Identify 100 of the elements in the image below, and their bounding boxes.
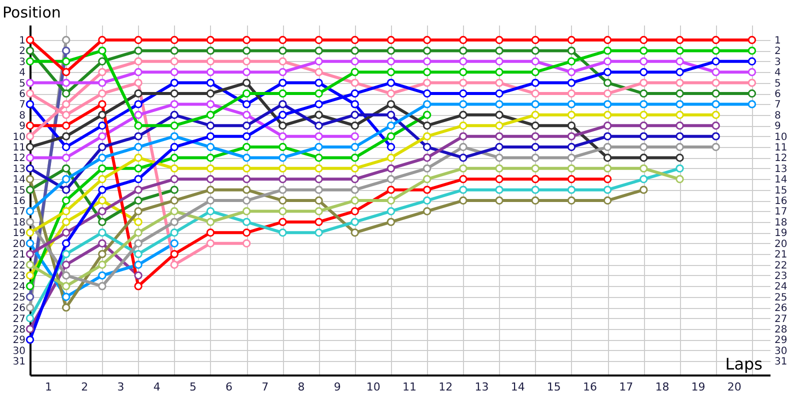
point xyxy=(242,164,251,173)
point xyxy=(640,46,648,55)
point xyxy=(495,175,504,184)
point xyxy=(350,164,359,173)
point xyxy=(278,164,287,173)
point xyxy=(314,186,323,194)
point xyxy=(98,46,106,55)
y2-tick-label: 29 xyxy=(774,335,788,346)
point xyxy=(495,186,504,194)
point xyxy=(278,110,287,120)
point xyxy=(26,132,34,140)
y-tick-label: 7 xyxy=(19,100,26,111)
point xyxy=(495,110,504,120)
point xyxy=(422,122,432,130)
point xyxy=(640,164,648,173)
point xyxy=(98,250,106,258)
point xyxy=(62,207,70,216)
point xyxy=(567,122,576,130)
y-tick-label: 28 xyxy=(12,324,26,336)
y-tick-label: 21 xyxy=(12,250,26,261)
point xyxy=(134,164,142,173)
point xyxy=(314,89,323,98)
point xyxy=(386,132,396,140)
point xyxy=(350,78,359,87)
point xyxy=(62,57,70,66)
point xyxy=(206,207,215,216)
point xyxy=(459,57,468,66)
point xyxy=(98,164,106,173)
point xyxy=(314,57,323,66)
point xyxy=(170,196,178,205)
y2-tick-label: 23 xyxy=(774,270,788,282)
point xyxy=(495,68,504,76)
point xyxy=(206,132,215,140)
point xyxy=(495,46,504,55)
point xyxy=(134,196,142,205)
point xyxy=(134,228,142,237)
point xyxy=(350,154,359,162)
point xyxy=(278,218,287,226)
point xyxy=(170,218,178,226)
x-tick-label: 2 xyxy=(81,380,88,394)
x-tick-label: 7 xyxy=(262,380,269,394)
point xyxy=(170,89,178,98)
point xyxy=(134,218,142,226)
x-tick-label: 18 xyxy=(655,380,670,394)
point xyxy=(98,239,106,248)
point xyxy=(531,154,540,162)
point xyxy=(567,175,576,184)
y-tick-label: 2 xyxy=(19,46,26,58)
point xyxy=(26,36,34,44)
y2-tick-label: 27 xyxy=(774,314,788,325)
point xyxy=(170,164,178,173)
point xyxy=(712,78,720,87)
point xyxy=(242,207,251,216)
point xyxy=(676,100,684,108)
point xyxy=(278,154,287,162)
point xyxy=(459,132,468,140)
point xyxy=(314,196,323,205)
point xyxy=(603,132,612,140)
point xyxy=(531,186,540,194)
point xyxy=(459,110,468,120)
point xyxy=(386,175,396,184)
point xyxy=(748,68,756,76)
x-tick-label: 17 xyxy=(619,380,634,394)
point xyxy=(495,57,504,66)
point xyxy=(98,271,106,280)
point xyxy=(278,78,287,87)
point xyxy=(603,175,612,184)
point xyxy=(62,36,70,44)
point xyxy=(62,142,70,152)
point xyxy=(134,250,142,258)
point xyxy=(170,250,178,258)
point xyxy=(350,89,359,98)
point xyxy=(170,142,178,152)
point xyxy=(495,142,504,152)
point xyxy=(386,154,396,162)
point xyxy=(278,186,287,194)
point xyxy=(242,89,251,98)
x-tick-label: 3 xyxy=(117,380,124,394)
point xyxy=(62,110,70,120)
point xyxy=(459,68,468,76)
point xyxy=(676,122,684,130)
point xyxy=(206,196,215,205)
point xyxy=(314,228,323,237)
y2-tick-label: 20 xyxy=(774,238,788,250)
y2-tick-label: 1 xyxy=(774,35,781,46)
point xyxy=(748,46,756,55)
point xyxy=(676,57,684,66)
point xyxy=(531,36,540,44)
point xyxy=(567,142,576,152)
point xyxy=(98,110,106,120)
point xyxy=(459,122,468,130)
point xyxy=(676,89,684,98)
point xyxy=(62,228,70,237)
point xyxy=(350,186,359,194)
point xyxy=(314,164,323,173)
point xyxy=(350,207,359,216)
y2-tick-label: 10 xyxy=(774,132,788,143)
point xyxy=(98,282,106,290)
point xyxy=(98,132,106,140)
x-tick-label: 9 xyxy=(334,380,341,394)
